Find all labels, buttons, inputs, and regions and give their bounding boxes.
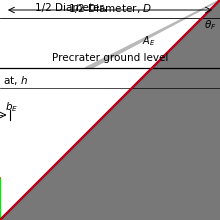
Text: $\theta_F$: $\theta_F$ <box>204 18 217 32</box>
Text: 1/2 Diameter, $D$: 1/2 Diameter, $D$ <box>68 2 152 15</box>
Text: Precrater ground level: Precrater ground level <box>52 53 168 63</box>
Text: 1/2 Diameter,: 1/2 Diameter, <box>35 3 110 13</box>
Bar <box>0 18 85 68</box>
Text: $b_E$: $b_E$ <box>5 100 18 114</box>
Text: $A_E$: $A_E$ <box>142 34 156 48</box>
Polygon shape <box>85 0 220 68</box>
Text: at, $h$: at, $h$ <box>3 73 28 86</box>
Bar <box>0 0 220 18</box>
